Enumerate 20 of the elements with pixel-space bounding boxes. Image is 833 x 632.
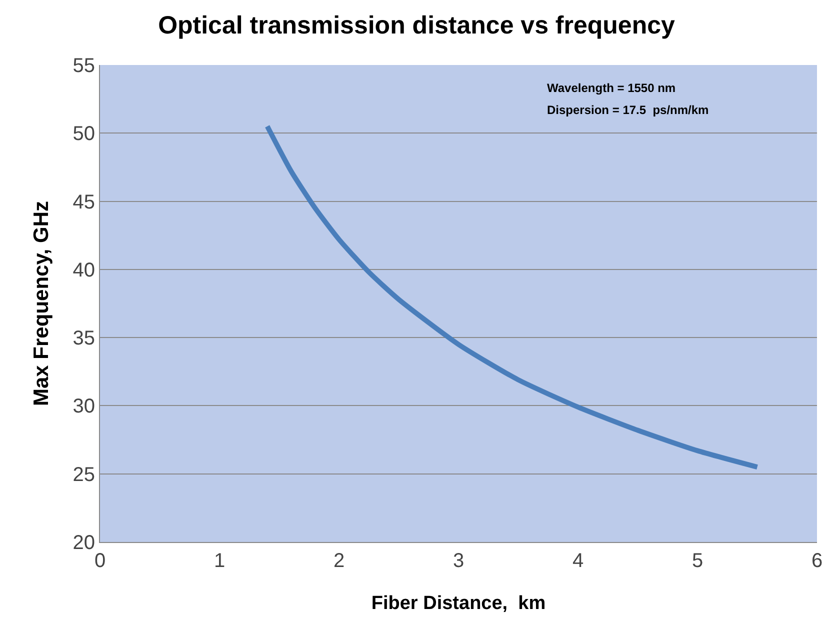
y-tick-label: 35 xyxy=(72,328,95,350)
x-tick-label: 1 xyxy=(214,550,226,572)
annotation: Dispersion = 17.5 ps/nm/km xyxy=(547,103,709,117)
y-tick-label: 30 xyxy=(72,396,95,418)
x-tick-label: 6 xyxy=(811,550,823,572)
chart-title: Optical transmission distance vs frequency xyxy=(158,11,676,40)
y-tick-label: 20 xyxy=(72,532,95,554)
y-tick-label: 25 xyxy=(72,464,95,486)
x-tick-label: 0 xyxy=(94,550,106,572)
x-axis-title: Fiber Distance, km xyxy=(371,593,546,614)
y-tick-label: 45 xyxy=(72,191,95,214)
y-axis-title: Max Frequency, GHz xyxy=(30,201,53,406)
x-tick-label: 5 xyxy=(692,550,704,572)
y-tick-label: 55 xyxy=(72,55,95,77)
x-tick-label: 4 xyxy=(572,550,584,572)
y-tick-label: 50 xyxy=(72,123,95,146)
x-tick-label: 3 xyxy=(452,550,464,572)
x-tick-label: 2 xyxy=(333,550,345,572)
annotation: Wavelength = 1550 nm xyxy=(547,81,676,95)
y-tick-label: 40 xyxy=(72,259,95,282)
